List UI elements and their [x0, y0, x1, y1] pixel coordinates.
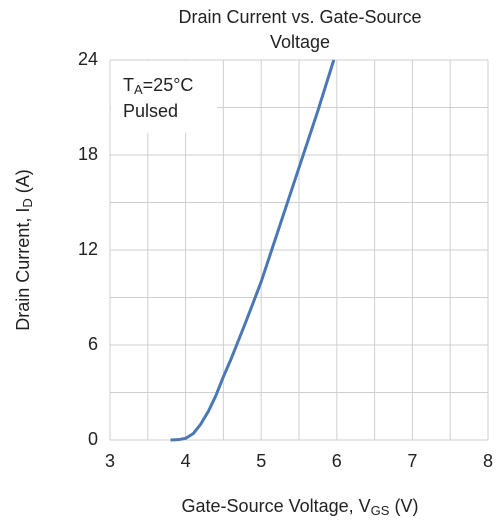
y-tick-label: 6	[88, 334, 98, 354]
x-axis-label: Gate-Source Voltage, VGS (V)	[182, 496, 419, 519]
x-tick-label: 6	[332, 451, 342, 471]
x-label-sub: GS	[371, 503, 390, 518]
y-tick-label: 18	[78, 144, 98, 164]
chart-title: Drain Current vs. Gate-Source	[178, 7, 421, 27]
annotation-sub: A	[134, 82, 143, 97]
annotation-box	[111, 61, 217, 133]
y-tick-label: 12	[78, 239, 98, 259]
y-label-unit: (A)	[13, 169, 33, 193]
y-axis-label: Drain Current, ID (A)	[13, 169, 36, 330]
y-tick-label: 24	[78, 49, 98, 69]
annotation: Pulsed	[123, 101, 178, 121]
annotation-text: T	[123, 75, 134, 95]
annotation-rest: =25°C	[143, 75, 194, 95]
x-tick-label: 4	[181, 451, 191, 471]
x-label-text: Gate-Source Voltage, V	[182, 496, 371, 516]
annotation: TA=25°C	[123, 75, 193, 98]
data-line	[170, 59, 336, 442]
y-tick-label: 0	[88, 429, 98, 449]
x-tick-label: 3	[105, 451, 115, 471]
x-tick-label: 7	[407, 451, 417, 471]
x-tick-label: 8	[483, 451, 493, 471]
y-label-text: Drain Current, I	[13, 208, 33, 331]
x-label-unit: (V)	[394, 496, 418, 516]
x-tick-label: 5	[256, 451, 266, 471]
y-label-sub: D	[20, 198, 35, 207]
chart-title: Voltage	[270, 32, 330, 52]
